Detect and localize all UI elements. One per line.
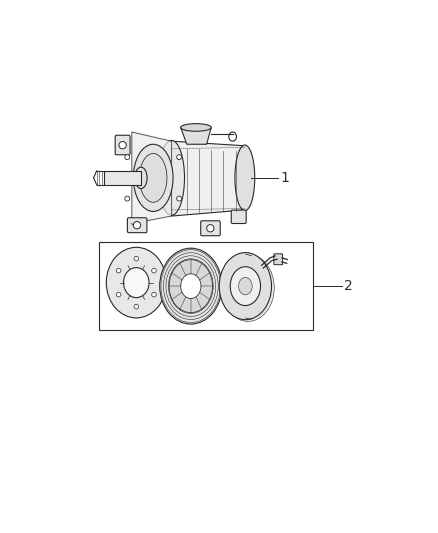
Circle shape [133, 222, 141, 229]
Ellipse shape [235, 145, 255, 211]
Circle shape [119, 141, 126, 149]
Bar [99, 242, 313, 330]
Ellipse shape [181, 274, 201, 298]
Ellipse shape [159, 140, 184, 215]
Ellipse shape [219, 253, 272, 320]
FancyBboxPatch shape [274, 254, 283, 265]
Circle shape [117, 268, 121, 273]
Circle shape [152, 292, 156, 297]
Circle shape [207, 224, 214, 232]
Polygon shape [181, 127, 211, 144]
Ellipse shape [133, 144, 173, 212]
Ellipse shape [160, 248, 222, 324]
Circle shape [152, 268, 156, 273]
FancyBboxPatch shape [115, 135, 130, 155]
Ellipse shape [230, 266, 261, 305]
Ellipse shape [139, 154, 167, 203]
Text: 2: 2 [344, 279, 353, 293]
Ellipse shape [222, 254, 274, 321]
Circle shape [117, 292, 121, 297]
Polygon shape [172, 141, 245, 216]
Ellipse shape [229, 132, 237, 141]
Circle shape [177, 196, 182, 201]
Polygon shape [104, 171, 141, 185]
Circle shape [134, 256, 138, 261]
Circle shape [134, 304, 138, 309]
FancyBboxPatch shape [231, 210, 246, 223]
FancyBboxPatch shape [127, 218, 147, 233]
Text: 1: 1 [280, 171, 289, 185]
Circle shape [177, 155, 182, 159]
Circle shape [125, 196, 130, 201]
Polygon shape [132, 132, 172, 224]
Ellipse shape [135, 167, 147, 189]
Ellipse shape [106, 247, 166, 318]
Ellipse shape [181, 124, 211, 131]
Ellipse shape [239, 277, 252, 295]
Ellipse shape [124, 268, 149, 297]
FancyBboxPatch shape [201, 221, 220, 236]
Circle shape [125, 155, 130, 159]
Ellipse shape [169, 260, 212, 313]
